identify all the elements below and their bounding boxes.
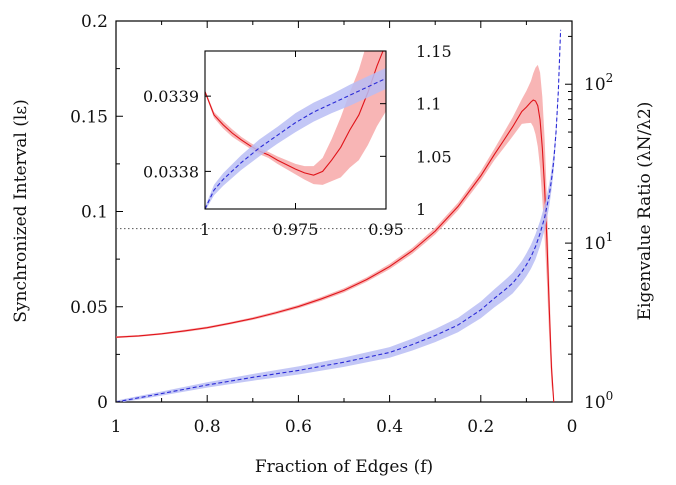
y-right-tick-exponent: 0 xyxy=(606,389,614,403)
inset-x-tick-label: 1 xyxy=(200,220,210,239)
y-right-tick-base: 10 xyxy=(584,393,606,413)
inset-y-right-tick-label: 1.15 xyxy=(416,42,452,61)
series-0-line xyxy=(116,99,555,402)
inset-series-0-line xyxy=(205,51,384,176)
x-tick-label: 0.2 xyxy=(467,417,494,437)
inset-y-right-tick-label: 1.05 xyxy=(416,147,452,166)
y-right-tick-label: 102 xyxy=(584,71,613,95)
x-tick-label: 0.8 xyxy=(194,417,221,437)
inset-y-right-tick-label: 1 xyxy=(416,200,426,219)
x-axis-title: Fraction of Edges (f) xyxy=(255,457,433,477)
x-tick-label: 0 xyxy=(567,417,578,437)
y-right-tick-base: 10 xyxy=(584,234,606,254)
main-plot-area xyxy=(116,27,572,402)
inset-plot: 1 0.975 0.95 0.0338 0.0339 1 1.05 1.1 1.15 xyxy=(143,42,452,239)
y-right-tick-label: 101 xyxy=(584,230,613,254)
y-left-tick-label: 0.1 xyxy=(81,203,108,223)
inset-series-1-line xyxy=(205,77,386,209)
series-1-line xyxy=(116,29,562,402)
y-right-tick-exponent: 1 xyxy=(606,230,614,244)
inset-plot-area xyxy=(205,51,386,209)
y-right-tick-exponent: 2 xyxy=(606,71,614,85)
inset-y-right-tick-label: 1.1 xyxy=(416,95,441,114)
inset-axes: 1 0.975 0.95 0.0338 0.0339 1 1.05 1.1 1.15 xyxy=(143,42,452,239)
y-left-tick-label: 0 xyxy=(97,393,108,413)
inset-series-1-band xyxy=(205,67,386,209)
inset-x-tick-label: 0.975 xyxy=(273,220,319,239)
x-tick-label: 0.6 xyxy=(285,417,312,437)
y-right-tick-label: 100 xyxy=(584,389,613,413)
x-tick-label: 1 xyxy=(111,417,122,437)
y-left-tick-label: 0.05 xyxy=(70,298,108,318)
y-axis-left-title: Synchronized Interval (lε) xyxy=(11,99,31,323)
y-left-tick-label: 0.2 xyxy=(81,12,108,32)
inset-series-0-band xyxy=(205,51,386,185)
y-right-tick-base: 10 xyxy=(584,75,606,95)
inset-y-left-tick-label: 0.0339 xyxy=(143,87,199,106)
y-axis-right-title: Eigenvalue Ratio (λN/λ2) xyxy=(635,102,655,321)
inset-x-tick-label: 0.95 xyxy=(368,220,404,239)
inset-y-left-tick-label: 0.0338 xyxy=(143,162,199,181)
y-left-tick-label: 0.15 xyxy=(70,107,108,127)
x-tick-label: 0.4 xyxy=(376,417,403,437)
